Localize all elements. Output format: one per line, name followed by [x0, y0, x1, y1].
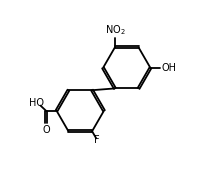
Text: HO: HO [29, 98, 44, 108]
Text: OH: OH [161, 63, 176, 73]
Text: O: O [42, 125, 50, 135]
Text: F: F [94, 135, 99, 145]
Text: NO$_2$: NO$_2$ [105, 23, 125, 37]
